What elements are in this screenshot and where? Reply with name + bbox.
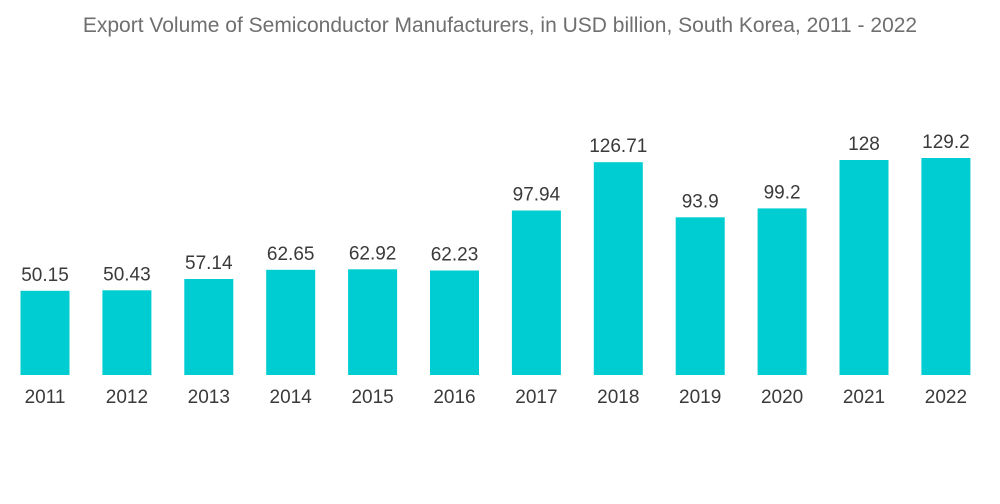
x-tick-label-2020: 2020 xyxy=(761,387,803,408)
x-tick-label-2012: 2012 xyxy=(106,387,148,408)
value-label-2016: 62.23 xyxy=(431,245,479,266)
value-label-2013: 57.14 xyxy=(185,253,233,274)
bar-2015 xyxy=(348,269,398,375)
value-label-2022: 129.2 xyxy=(922,132,970,153)
value-label-2021: 128 xyxy=(848,134,880,155)
value-label-2015: 62.92 xyxy=(349,243,397,264)
x-tick-label-2011: 2011 xyxy=(25,387,66,408)
bar-2022 xyxy=(921,158,971,375)
value-label-2012: 50.43 xyxy=(103,264,151,285)
bar-2017 xyxy=(511,210,561,375)
bar-2019 xyxy=(675,217,725,375)
value-label-2018: 126.71 xyxy=(589,136,647,157)
x-tick-label-2015: 2015 xyxy=(351,387,393,408)
bar-2014 xyxy=(266,269,316,375)
bar-2021 xyxy=(839,160,889,375)
value-label-2017: 97.94 xyxy=(513,185,561,206)
bar-2016 xyxy=(430,270,479,375)
x-tick-label-2014: 2014 xyxy=(270,387,313,408)
x-tick-label-2019: 2019 xyxy=(679,387,721,408)
x-tick-label-2016: 2016 xyxy=(433,387,475,408)
bar-2012 xyxy=(102,290,152,375)
bar-2020 xyxy=(757,208,807,375)
chart-title: Export Volume of Semiconductor Manufactu… xyxy=(82,14,918,37)
x-tick-label-2021: 2021 xyxy=(843,387,885,408)
value-label-2011: 50.15 xyxy=(21,265,69,286)
bar-2011 xyxy=(20,290,70,375)
bar-2018 xyxy=(593,162,643,375)
value-label-2019: 93.9 xyxy=(682,191,719,212)
value-label-2014: 62.65 xyxy=(267,244,315,265)
bar-2013 xyxy=(184,279,234,375)
x-tick-label-2022: 2022 xyxy=(925,387,967,408)
x-tick-label-2018: 2018 xyxy=(597,387,639,408)
x-tick-label-2013: 2013 xyxy=(188,387,230,408)
x-tick-label-2017: 2017 xyxy=(515,387,557,408)
value-label-2020: 99.2 xyxy=(764,182,801,203)
